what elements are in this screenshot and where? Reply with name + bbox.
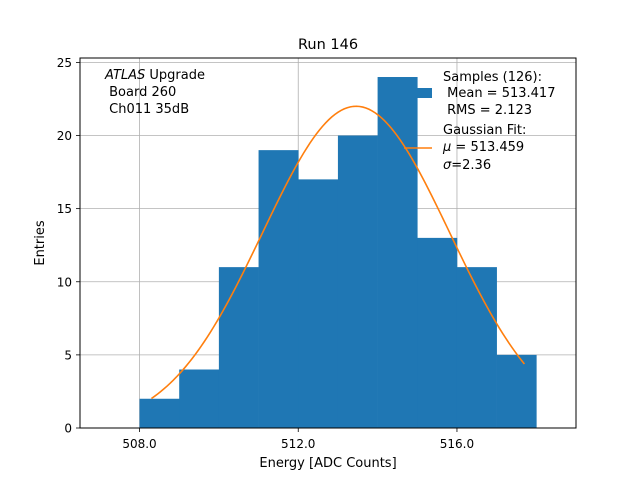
histogram-bar bbox=[218, 267, 259, 428]
legend-samples-rms: RMS = 2.123 bbox=[443, 103, 532, 118]
legend-mu-value: = 513.459 bbox=[451, 140, 524, 155]
histogram-bar bbox=[139, 398, 180, 428]
histogram-bar bbox=[417, 237, 458, 428]
legend-sigma-symbol: σ bbox=[443, 158, 452, 173]
annotation-channel: Ch011 35dB bbox=[105, 102, 189, 117]
y-tick-label: 0 bbox=[64, 422, 72, 436]
annotation-upgrade: Upgrade bbox=[145, 68, 205, 83]
histogram-bar bbox=[496, 354, 537, 428]
x-tick-label: 512.0 bbox=[281, 437, 315, 451]
y-axis-label: Entries bbox=[33, 220, 48, 266]
y-tick-label: 20 bbox=[57, 129, 72, 143]
legend-sigma-value: =2.36 bbox=[451, 158, 491, 173]
legend-fit-mu: μ = 513.459 bbox=[442, 140, 524, 155]
legend-samples-mean: Mean = 513.417 bbox=[443, 86, 555, 101]
y-tick-label: 10 bbox=[57, 275, 72, 289]
axes-frame bbox=[79, 57, 577, 429]
legend-fit-title: Gaussian Fit: bbox=[443, 123, 526, 138]
legend-samples-patch bbox=[404, 88, 432, 98]
x-axis-label: Energy [ADC Counts] bbox=[259, 456, 396, 471]
y-tick-label: 25 bbox=[57, 56, 72, 70]
legend: Samples (126): Mean = 513.417 RMS = 2.12… bbox=[404, 70, 555, 173]
y-tick-label: 5 bbox=[64, 348, 72, 362]
histogram-bars bbox=[139, 77, 537, 429]
legend-fit-sigma: σ=2.36 bbox=[443, 158, 491, 173]
histogram-bar bbox=[179, 369, 220, 428]
annotation-atlas-italic: ATLAS bbox=[104, 68, 145, 83]
gaussian-fit-curve bbox=[150, 105, 526, 400]
legend-mu-symbol: μ bbox=[442, 140, 451, 155]
y-tick-label: 15 bbox=[57, 202, 72, 216]
annotation-line-1: ATLAS Upgrade bbox=[104, 68, 205, 83]
gaussian-fit-layer bbox=[150, 105, 526, 400]
x-tick-label: 508.0 bbox=[122, 437, 156, 451]
legend-samples-title: Samples (126): bbox=[443, 70, 542, 85]
histogram-bar bbox=[456, 267, 497, 428]
histogram-bar bbox=[298, 179, 339, 428]
chart-title: Run 146 bbox=[298, 37, 358, 53]
histogram-bar bbox=[377, 77, 418, 429]
x-tick-label: 516.0 bbox=[440, 437, 474, 451]
histogram-bar bbox=[258, 150, 299, 428]
atlas-annotation: ATLAS Upgrade Board 260 Ch011 35dB bbox=[104, 68, 205, 117]
annotation-board: Board 260 bbox=[105, 85, 176, 100]
axis-ticks: 508.0 512.0 516.0 0 5 10 15 20 25 bbox=[57, 56, 474, 451]
histogram-bar bbox=[337, 135, 378, 428]
